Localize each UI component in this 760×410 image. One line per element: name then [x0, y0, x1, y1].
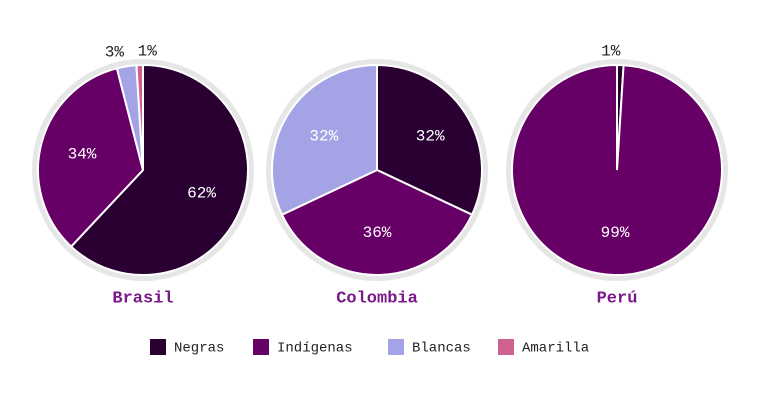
slice-label: 36%: [363, 224, 392, 242]
slice-label: 3%: [105, 44, 125, 62]
pie-title: Colombia: [336, 289, 418, 308]
legend-label: Blancas: [412, 341, 471, 357]
slice-label: 99%: [601, 224, 630, 242]
slice-label: 34%: [68, 146, 97, 164]
legend-swatch: [498, 339, 514, 355]
pie-slice: [511, 63, 723, 276]
pie-title: Perú: [597, 289, 638, 308]
pie-slice: [271, 63, 378, 217]
slice-label: 32%: [416, 127, 445, 145]
slice-label: 62%: [187, 184, 216, 202]
pie-slice: [69, 63, 249, 276]
legend-swatch: [388, 339, 404, 355]
slice-label: 32%: [309, 127, 338, 145]
legend-swatch: [150, 339, 166, 355]
pie-slice: [280, 168, 474, 276]
legend-label: Amarilla: [522, 341, 589, 357]
pie-slice: [135, 63, 144, 171]
legend-label: Negras: [174, 341, 224, 357]
legend-label: Indígenas: [277, 341, 353, 357]
pie-slice: [376, 63, 483, 217]
slice-label: 1%: [138, 42, 158, 60]
pie-title: Brasil: [112, 289, 173, 308]
slice-label: 1%: [601, 42, 621, 60]
legend-swatch: [253, 339, 269, 355]
pie-slice: [37, 67, 145, 248]
